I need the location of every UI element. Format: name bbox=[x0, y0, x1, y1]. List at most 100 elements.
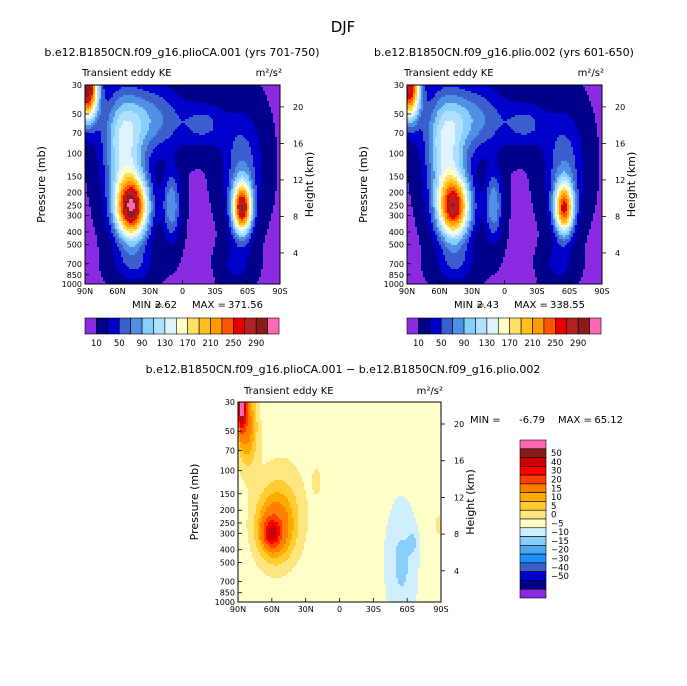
contour-cell bbox=[553, 195, 555, 197]
contour-cell bbox=[559, 187, 563, 189]
colorbar-swatch bbox=[130, 317, 143, 335]
contour-cell bbox=[477, 167, 487, 169]
contour-cell bbox=[443, 195, 445, 197]
contour-cell bbox=[139, 133, 147, 135]
contour-cell bbox=[213, 275, 261, 277]
contour-cell bbox=[105, 91, 115, 93]
contour-cell bbox=[445, 213, 447, 215]
contour-cell bbox=[599, 153, 602, 155]
contour-cell bbox=[119, 203, 121, 205]
contour-cell bbox=[143, 243, 147, 245]
contour-cell bbox=[457, 103, 475, 105]
contour-cell bbox=[253, 223, 255, 225]
contour-cell bbox=[535, 123, 575, 125]
contour-cell bbox=[459, 189, 461, 191]
contour-cell bbox=[451, 223, 455, 225]
contour-cell bbox=[95, 101, 97, 103]
contour-cell bbox=[453, 149, 459, 151]
contour-cell bbox=[563, 181, 567, 183]
contour-cell bbox=[459, 249, 467, 251]
contour-cell bbox=[233, 147, 251, 149]
contour-cell bbox=[238, 406, 240, 408]
contour-cell bbox=[447, 219, 449, 221]
contour-cell bbox=[163, 117, 179, 119]
contour-cell bbox=[229, 267, 245, 269]
contour-cell bbox=[479, 187, 483, 189]
contour-cell bbox=[167, 193, 175, 195]
contour-cell bbox=[497, 219, 499, 221]
contour-cell bbox=[467, 225, 469, 227]
contour-cell bbox=[489, 277, 537, 279]
contour-cell bbox=[437, 111, 445, 113]
contour-cell bbox=[443, 241, 447, 243]
y-axis-label: Pressure (mb) bbox=[357, 146, 370, 223]
contour-cell bbox=[545, 167, 553, 169]
contour-cell bbox=[421, 263, 439, 265]
contour-cell bbox=[467, 247, 473, 249]
contour-cell bbox=[583, 275, 602, 277]
contour-cell bbox=[465, 173, 469, 175]
contour-cell bbox=[253, 155, 261, 157]
contour-cell bbox=[569, 223, 571, 225]
contour-cell bbox=[143, 169, 145, 171]
contour-cell bbox=[85, 255, 99, 257]
contour-cell bbox=[427, 187, 431, 189]
contour-cell bbox=[177, 225, 179, 227]
contour-cell bbox=[117, 179, 119, 181]
contour-cell bbox=[425, 153, 429, 155]
contour-cell bbox=[141, 131, 147, 133]
contour-cell bbox=[461, 175, 463, 177]
contour-cell bbox=[575, 205, 577, 207]
contour-cell bbox=[133, 195, 137, 197]
contour-cell bbox=[463, 145, 469, 147]
contour-cell bbox=[109, 223, 113, 225]
contour-cell bbox=[437, 129, 441, 131]
contour-cell bbox=[599, 145, 602, 147]
contour-cell bbox=[271, 215, 280, 217]
contour-cell bbox=[247, 211, 249, 213]
contour-cell bbox=[455, 133, 461, 135]
contour-cell bbox=[497, 227, 501, 229]
contour-cell bbox=[443, 205, 445, 207]
contour-cell bbox=[181, 211, 189, 213]
contour-cell bbox=[107, 199, 109, 201]
contour-cell bbox=[533, 207, 547, 209]
contour-cell bbox=[551, 229, 553, 231]
contour-cell bbox=[237, 227, 239, 229]
contour-cell bbox=[115, 127, 121, 129]
contour-cell bbox=[415, 95, 417, 97]
contour-cell bbox=[247, 205, 249, 207]
contour-cell bbox=[119, 155, 131, 157]
contour-cell bbox=[117, 175, 119, 177]
contour-cell bbox=[139, 117, 149, 119]
contour-cell bbox=[227, 229, 231, 231]
contour-cell bbox=[577, 173, 583, 175]
contour-cell bbox=[215, 277, 259, 279]
contour-cell bbox=[247, 165, 253, 167]
contour-cell bbox=[423, 187, 427, 189]
contour-cell bbox=[441, 181, 443, 183]
contour-cell bbox=[441, 107, 465, 109]
contour-cell bbox=[585, 267, 602, 269]
contour-cell bbox=[261, 163, 277, 165]
contour-cell bbox=[545, 109, 593, 111]
contour-cell bbox=[137, 183, 139, 185]
contour-cell bbox=[121, 221, 123, 223]
contour-cell bbox=[593, 109, 602, 111]
contour-cell bbox=[167, 199, 175, 201]
contour-cell bbox=[471, 235, 475, 237]
contour-cell bbox=[501, 211, 503, 213]
contour-cell bbox=[235, 231, 237, 233]
colorbar-swatch bbox=[141, 317, 154, 335]
contour-cell bbox=[407, 141, 413, 143]
contour-cell bbox=[177, 151, 221, 153]
contour-cell bbox=[257, 213, 259, 215]
contour-cell bbox=[115, 219, 117, 221]
contour-cell bbox=[181, 217, 189, 219]
contour-cell bbox=[551, 253, 571, 255]
contour-cell bbox=[135, 215, 137, 217]
contour-cell bbox=[571, 209, 573, 211]
contour-cell bbox=[115, 177, 117, 179]
contour-cell bbox=[473, 215, 475, 217]
contour-cell bbox=[145, 181, 147, 183]
